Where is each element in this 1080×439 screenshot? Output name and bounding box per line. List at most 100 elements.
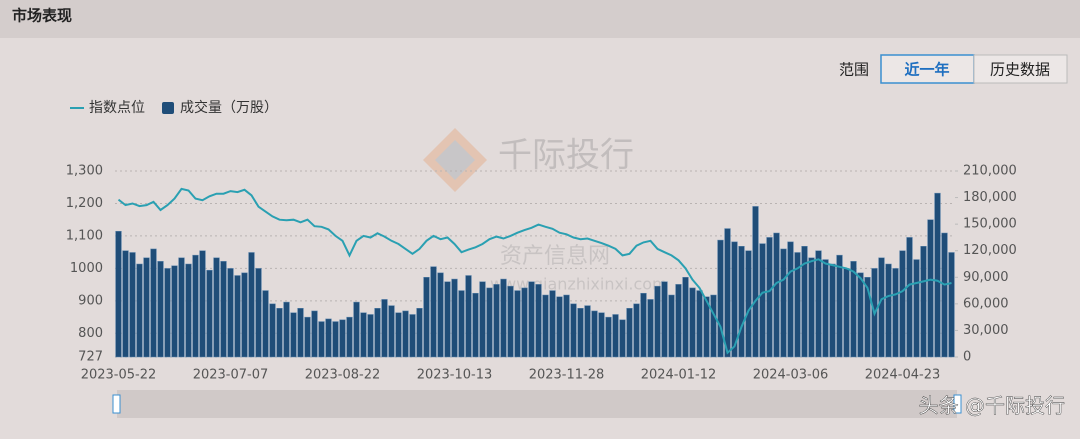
volume-bar [213,257,220,358]
volume-bar [500,278,507,358]
volume-bar [276,308,283,358]
volume-bar [829,263,836,358]
plot: 727 800 900 1000 1,100 1,200 1,300 0 30,000 60,00… [66,164,1017,383]
slider-handle-left[interactable] [112,394,121,414]
y2-tick-label: 210,000 [963,164,1017,179]
volume-bar [808,257,815,358]
legend-swatch [162,102,174,114]
volume-bar [388,305,395,358]
watermark-site: 资产信息网 [500,244,610,269]
volume-bar [934,192,941,358]
volume-bar [409,314,416,358]
y-tick-label: 800 [78,326,103,341]
range-button[interactable] [880,54,975,84]
volume-bar [815,250,822,358]
volume-bar [472,292,479,358]
watermark: 千际投行 资产信息网 www.qianzhixinxi.com [423,128,668,294]
volume-bar [129,252,136,358]
x-tick-label: 2023-10-13 [417,368,493,383]
volume-bar [640,292,647,358]
volume-bar [787,241,794,358]
x-tick-label: 2024-03-06 [753,368,829,383]
volume-bar [913,259,920,358]
volume-bar [633,303,640,358]
volume-bar [227,268,234,358]
volume-bar [122,250,129,358]
volume-bar [857,272,864,358]
range-label: 范围 [839,61,869,79]
volume-bar [619,319,626,358]
volume-bar [206,269,213,358]
volume-bar [794,252,801,358]
y2-tick-label: 90,000 [963,270,1009,285]
volume-bar [843,268,850,358]
history-button-label[interactable]: 历史数据 [990,61,1050,79]
volume-bar [682,277,689,358]
volume-bar [850,261,857,358]
x-tick-label: 2024-04-23 [865,368,941,383]
volume-bar [402,310,409,358]
volume-bar [423,277,430,358]
volume-bar [360,312,367,358]
volume-bar [577,308,584,358]
volume-bar [668,294,675,358]
volume-bar [143,257,150,358]
watermark-logo [423,128,487,192]
volume-bar [136,263,143,358]
volume-bar [241,272,248,358]
volume-bar [696,290,703,358]
volume-bar [948,252,955,358]
volume-bar [738,246,745,358]
volume-bar [220,261,227,358]
volume-bar [507,285,514,358]
slider-handle-right[interactable] [953,394,962,414]
y-tick-label: 1,300 [66,164,103,179]
volume-bar [892,268,899,358]
volume-bar [353,301,360,358]
watermark-logo-inner [435,140,475,180]
volume-bar [731,241,738,358]
volume-bar [598,312,605,358]
volume-bar [689,287,696,358]
legend-label: 指数点位 [89,100,145,116]
volume-bar [766,237,773,358]
volume-bar [752,206,759,358]
y-tick-label: 1,200 [66,196,103,211]
footer-credit: 头条 @千际投行 [919,394,1065,418]
volume-bar [479,281,486,358]
volume-bar [521,287,528,358]
legend-label: 成交量（万股） [180,99,278,116]
volume-bar [171,265,178,358]
volume-bar [416,308,423,358]
x-tick-label: 2023-11-28 [529,368,605,383]
volume-bar [367,314,374,358]
volume-bar [556,296,563,358]
volume-bar [465,275,472,358]
volume-bar [612,314,619,358]
header-title: 市场表现 [12,7,72,25]
range-button-label[interactable]: 近一年 [904,61,949,79]
volume-bar [773,232,780,358]
range-slider[interactable] [117,390,957,418]
watermark-brand: 千际投行 [498,136,634,176]
x-tick-label: 2023-08-22 [305,368,381,383]
volume-bar [486,287,493,358]
volume-bar [584,305,591,358]
volume-bar [444,281,451,358]
volume-bar [675,284,682,358]
y-tick-label: 727 [78,350,103,365]
x-tick-label: 2023-05-22 [81,368,157,383]
volume-bar [549,290,556,358]
volume-bar [199,250,206,358]
history-button[interactable] [973,54,1068,84]
volume-bar [283,301,290,358]
volume-bar [514,290,521,358]
y2-tick-label: 30,000 [963,323,1009,338]
volume-bar [395,312,402,358]
volume-bar [297,308,304,358]
volume-bar [710,294,717,358]
volume-bar [878,257,885,358]
y2-tick-label: 0 [963,350,971,365]
volume-bar [885,263,892,358]
volume-bar [164,268,171,358]
